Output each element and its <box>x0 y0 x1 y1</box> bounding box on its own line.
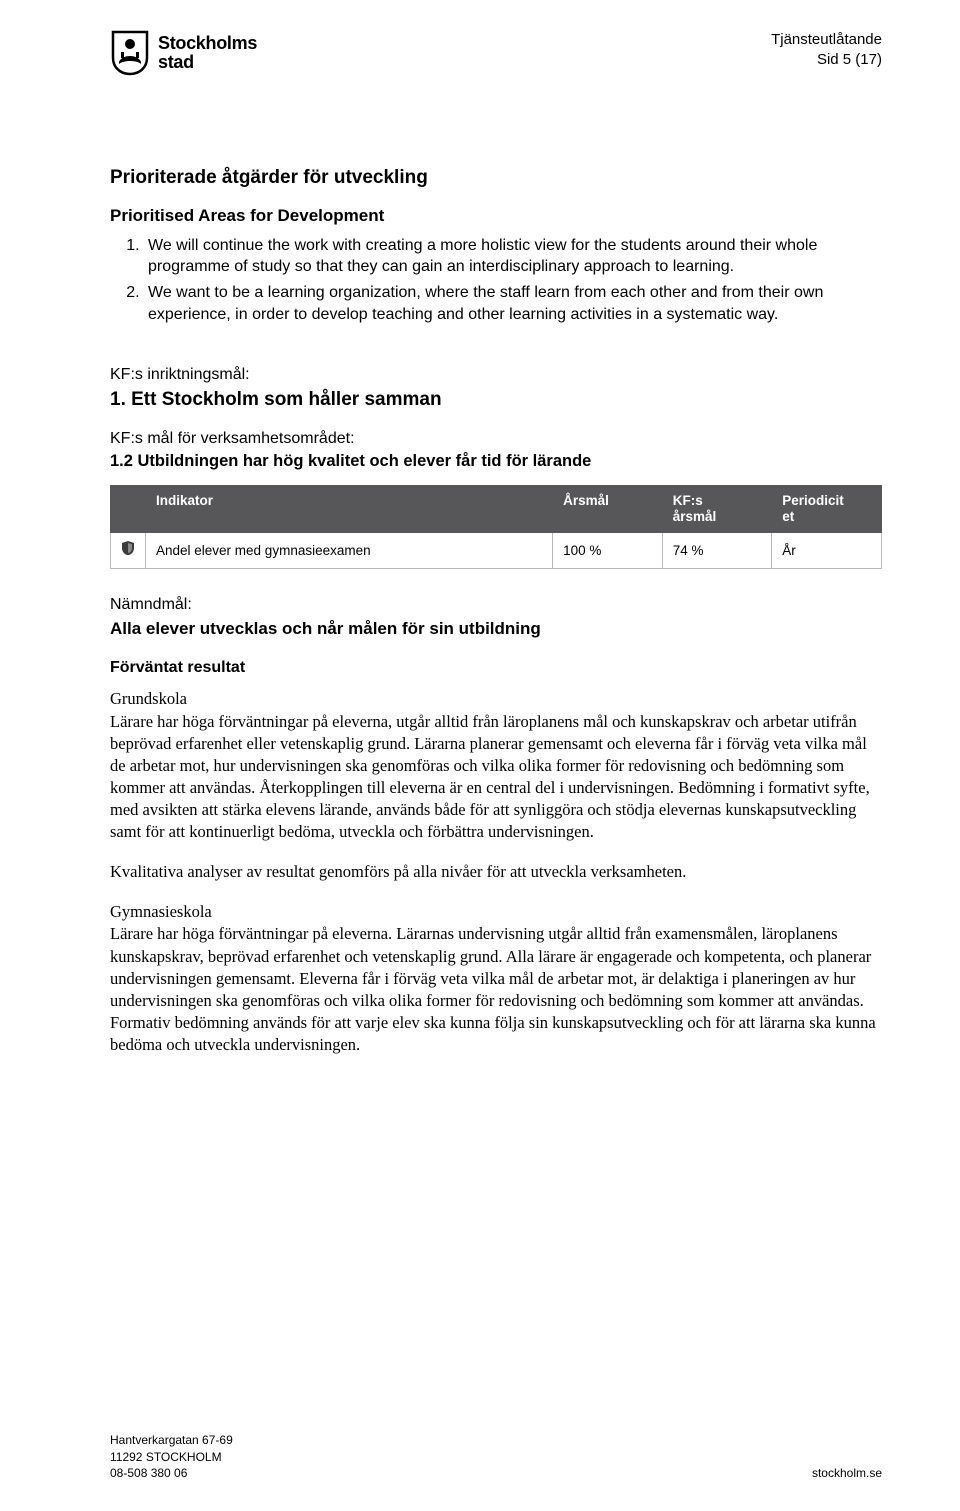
footer-addr1: Hantverkargatan 67-69 <box>110 1432 233 1448</box>
th-period: Periodicit et <box>772 485 882 532</box>
page-footer: Hantverkargatan 67-69 11292 STOCKHOLM 08… <box>110 1432 882 1481</box>
namndmal-label: Nämndmål: <box>110 595 882 616</box>
stockholm-crest-icon <box>110 30 150 76</box>
grundskola-label: Grundskola <box>110 688 882 710</box>
row-arsmal: 100 % <box>553 533 663 569</box>
th-arsmal: Årsmål <box>553 485 663 532</box>
footer-addr2: 11292 STOCKHOLM <box>110 1449 233 1465</box>
page-number: Sid 5 (17) <box>771 50 882 70</box>
grundskola-paragraph-2: Kvalitativa analyser av resultat genomfö… <box>110 861 882 883</box>
namndmal-heading: Alla elever utvecklas och når målen för … <box>110 618 882 640</box>
priority-list: We will continue the work with creating … <box>110 235 882 325</box>
section-heading: Prioriterade åtgärder för utveckling <box>110 166 882 191</box>
table-row: Andel elever med gymnasieexamen 100 % 74… <box>111 533 882 569</box>
th-kfs: KF:s årsmål <box>662 485 772 532</box>
page: Stockholms stad Tjänsteutlåtande Sid 5 (… <box>0 0 960 1511</box>
logo: Stockholms stad <box>110 30 257 76</box>
indicator-table: Indikator Årsmål KF:s årsmål Periodicit … <box>110 485 882 569</box>
kf-inriktning-label: KF:s inriktningsmål: <box>110 365 882 386</box>
logo-line2: stad <box>158 53 257 72</box>
footer-addr3: 08-508 380 06 <box>110 1465 233 1481</box>
grundskola-paragraph-1: Lärare har höga förväntningar på elevern… <box>110 711 882 844</box>
shield-icon <box>121 544 135 559</box>
forvantat-resultat-label: Förväntat resultat <box>110 658 882 679</box>
gymnasieskola-paragraph-1: Lärare har höga förväntningar på elevern… <box>110 923 882 1056</box>
footer-site: stockholm.se <box>812 1465 882 1481</box>
kf-verksamhet-heading: 1.2 Utbildningen har hög kvalitet och el… <box>110 451 882 472</box>
row-kfs: 74 % <box>662 533 772 569</box>
th-icon <box>111 485 146 532</box>
kf-inriktning-heading: 1. Ett Stockholm som håller samman <box>110 388 882 413</box>
priority-item-2: We want to be a learning organization, w… <box>144 282 882 325</box>
page-header: Stockholms stad Tjänsteutlåtande Sid 5 (… <box>110 30 882 76</box>
th-indikator: Indikator <box>146 485 553 532</box>
footer-address: Hantverkargatan 67-69 11292 STOCKHOLM 08… <box>110 1432 233 1481</box>
doc-type: Tjänsteutlåtande <box>771 30 882 50</box>
logo-text: Stockholms stad <box>158 34 257 72</box>
header-meta: Tjänsteutlåtande Sid 5 (17) <box>771 30 882 69</box>
kf-verksamhet-label: KF:s mål för verksamhetsområdet: <box>110 429 882 450</box>
row-period: År <box>772 533 882 569</box>
logo-line1: Stockholms <box>158 34 257 53</box>
section-subheading: Prioritised Areas for Development <box>110 205 882 227</box>
table-header-row: Indikator Årsmål KF:s årsmål Periodicit … <box>111 485 882 532</box>
priority-item-1: We will continue the work with creating … <box>144 235 882 278</box>
gymnasieskola-label: Gymnasieskola <box>110 901 882 923</box>
row-name: Andel elever med gymnasieexamen <box>146 533 553 569</box>
row-icon-cell <box>111 533 146 569</box>
